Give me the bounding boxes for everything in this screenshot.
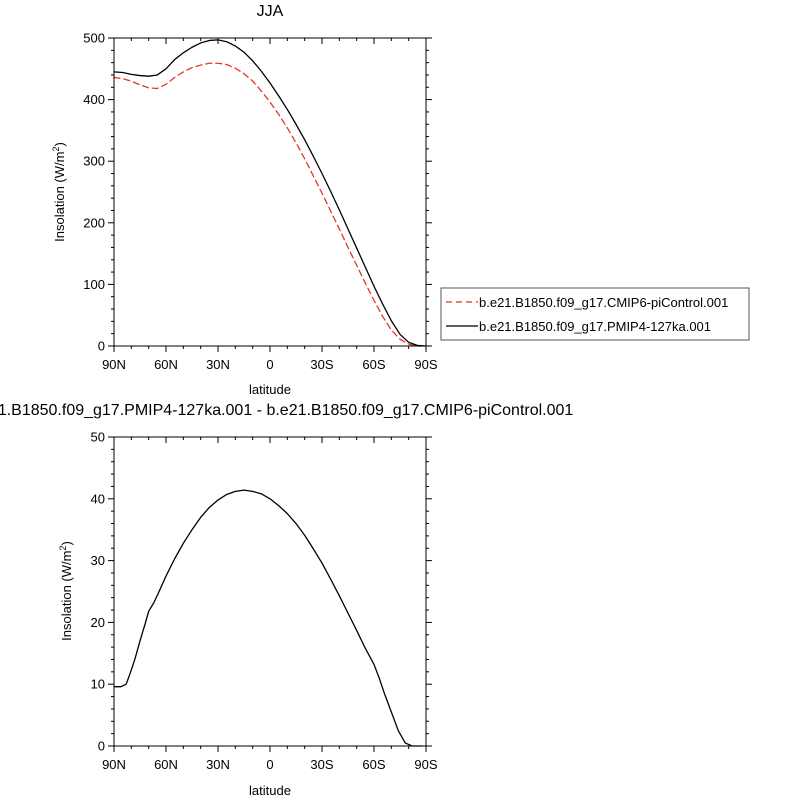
x-tick-label: 60S xyxy=(362,357,385,372)
y-tick-label: 200 xyxy=(83,215,105,230)
axis-ticks-bottom xyxy=(108,436,432,752)
panel-bottom: b.e21.B1850.f09_g17.PMIP4-127ka.001 - b.… xyxy=(0,402,573,798)
y-tick-label: 0 xyxy=(98,739,105,754)
x-tick-label: 90S xyxy=(414,357,437,372)
x-tick-label: 30N xyxy=(206,757,230,772)
legend-label-127ka: b.e21.B1850.f09_g17.PMIP4-127ka.001 xyxy=(479,319,711,334)
x-tick-label: 60N xyxy=(154,357,178,372)
legend-box xyxy=(440,287,750,341)
y-tick-label: 0 xyxy=(98,339,105,354)
plot-frame-top xyxy=(113,37,427,347)
y-tick-label: 10 xyxy=(91,677,105,692)
y-tick-label: 300 xyxy=(83,154,105,169)
x-axis-label-bottom: latitude xyxy=(249,783,291,798)
legend: b.e21.B1850.f09_g17.CMIP6-piControl.001 … xyxy=(440,287,750,341)
x-tick-label: 90N xyxy=(102,357,126,372)
chart-title-top: JJA xyxy=(257,3,284,20)
y-tick-label: 50 xyxy=(91,430,105,445)
y-tick-label: 400 xyxy=(83,92,105,107)
x-tick-label: 90N xyxy=(102,757,126,772)
y-axis-label-top: Insolation (W/m2) xyxy=(51,142,67,242)
y-tick-label: 100 xyxy=(83,277,105,292)
y-tick-label: 40 xyxy=(91,491,105,506)
series-line-difference xyxy=(113,489,424,747)
series-lines-top xyxy=(113,39,427,347)
plot-frame-bottom xyxy=(113,436,427,747)
series-line-picontrol xyxy=(113,62,427,347)
panel-top: JJA Insolation (W/m2) 90N 60N 30N 0 30S 60S 90… xyxy=(51,3,438,397)
x-tick-label: 60S xyxy=(362,757,385,772)
y-tick-label: 500 xyxy=(83,31,105,46)
x-tick-label: 30S xyxy=(310,757,333,772)
x-axis-label-top: latitude xyxy=(249,382,291,397)
series-lines-bottom xyxy=(113,489,424,747)
tick-labels-bottom: 90N 60N 30N 0 30S 60S 90S 0 10 20 30 40 50 xyxy=(91,430,438,773)
y-axis-label-bottom: Insolation (W/m2) xyxy=(58,541,74,641)
series-line-127ka xyxy=(113,39,427,347)
legend-label-picontrol: b.e21.B1850.f09_g17.CMIP6-piControl.001 xyxy=(479,295,728,310)
x-tick-label: 60N xyxy=(154,757,178,772)
x-tick-label: 0 xyxy=(266,757,273,772)
x-tick-label: 30S xyxy=(310,357,333,372)
x-tick-label: 0 xyxy=(266,357,273,372)
y-tick-label: 20 xyxy=(91,615,105,630)
x-tick-label: 30N xyxy=(206,357,230,372)
x-tick-label: 90S xyxy=(414,757,437,772)
chart-title-bottom: b.e21.B1850.f09_g17.PMIP4-127ka.001 - b.… xyxy=(0,402,573,419)
y-tick-label: 30 xyxy=(91,553,105,568)
tick-labels-top: 90N 60N 30N 0 30S 60S 90S 0 100 200 300 400 500 xyxy=(83,31,438,373)
